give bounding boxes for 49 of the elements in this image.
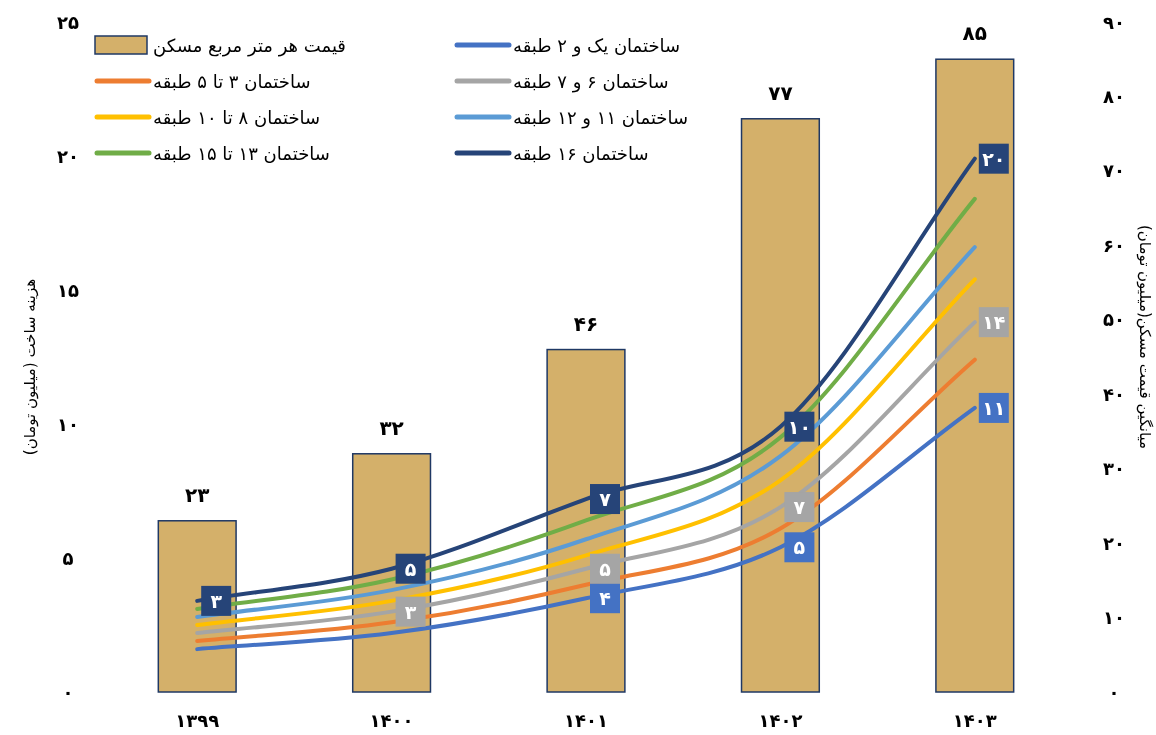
y-axis-title: هزینه ساخت (میلیون تومان): [21, 278, 39, 456]
y-tick-label: ۲۵: [57, 11, 79, 33]
y-tick-label: ۱۰: [57, 413, 79, 435]
y2-tick-label: ۳۰: [1103, 458, 1125, 480]
legend-label: ساختمان ۶ و ۷ طبقه: [513, 70, 669, 93]
data-label: ۱۱: [982, 396, 1006, 419]
y2-axis-title: میانگین قیمت مسکن(میلیون تومان): [1136, 224, 1154, 450]
y2-tick-label: ۷۰: [1103, 160, 1125, 182]
x-tick-label: ۱۴۰۱: [564, 709, 608, 731]
data-label: ۵: [793, 536, 806, 559]
data-label: ۷: [793, 496, 806, 519]
data-label: ۵: [599, 557, 612, 580]
legend-label: قیمت هر متر مربع مسکن: [153, 34, 346, 57]
y2-tick-label: ۸۰: [1103, 85, 1125, 107]
data-label: ۷: [599, 488, 612, 511]
data-label: ۷۷: [768, 80, 793, 105]
data-label: ۲۳: [184, 482, 210, 507]
legend-label: ساختمان ۸ تا ۱۰ طبقه: [153, 106, 321, 128]
legend-label: ساختمان یک و ۲ طبقه: [513, 34, 681, 57]
legend-label: ساختمان ۱۳ تا ۱۵ طبقه: [153, 142, 330, 164]
data-label: ۴: [599, 587, 611, 610]
y2-tick-label: ۹۰: [1103, 11, 1125, 33]
x-tick-label: ۱۴۰۰: [369, 709, 414, 731]
x-tick-label: ۱۴۰۲: [758, 709, 803, 731]
legend-label: ساختمان ۳ تا ۵ طبقه: [153, 70, 311, 92]
x-tick-label: ۱۴۰۳: [952, 709, 997, 731]
data-label: ۵: [404, 557, 417, 580]
data-label: ۸۵: [962, 21, 988, 46]
data-label: ۲۰: [982, 147, 1006, 170]
data-label: ۴۶: [573, 311, 599, 336]
legend-label: ساختمان ۱۶ طبقه: [513, 142, 649, 164]
data-label: ۳: [210, 589, 223, 612]
y-tick-label: ۵: [62, 547, 74, 569]
y2-tick-label: ۵۰: [1103, 309, 1125, 331]
y-tick-label: ۰: [62, 681, 74, 703]
y2-tick-label: ۴۰: [1103, 383, 1125, 405]
bar: [935, 58, 1015, 693]
data-label: ۳: [404, 600, 417, 623]
y2-tick-label: ۱۰: [1103, 607, 1125, 629]
y2-tick-label: ۰: [1108, 681, 1120, 703]
data-label: ۱۰: [787, 415, 811, 438]
y2-tick-label: ۶۰: [1103, 234, 1125, 256]
y2-tick-label: ۲۰: [1103, 532, 1125, 554]
data-label: ۱۴: [982, 311, 1006, 334]
y-tick-label: ۲۰: [57, 145, 79, 167]
data-label: ۳۲: [379, 415, 404, 440]
x-tick-label: ۱۳۹۹: [175, 709, 220, 731]
legend-label: ساختمان ۱۱ و ۱۲ طبقه: [513, 106, 689, 129]
y-tick-label: ۱۵: [57, 279, 79, 301]
